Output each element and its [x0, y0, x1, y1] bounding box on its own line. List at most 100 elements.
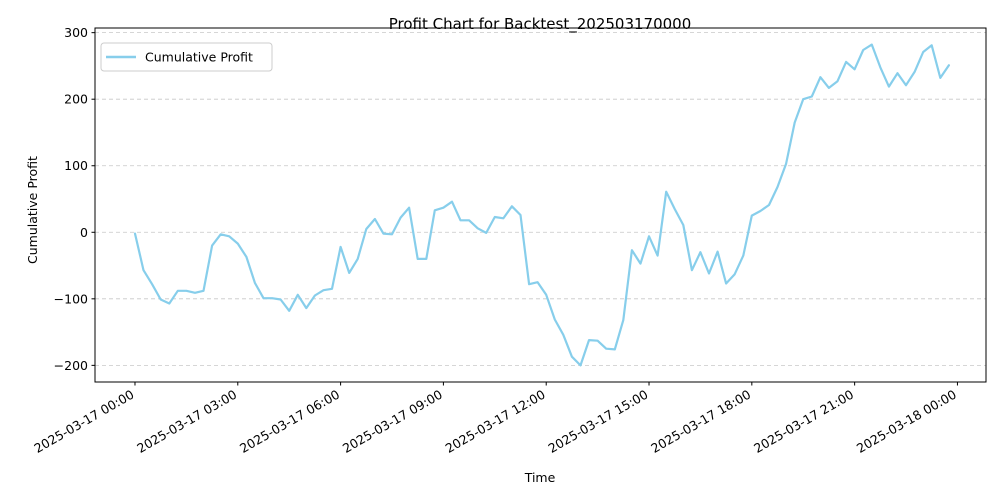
data-point [511, 205, 513, 207]
data-point [151, 283, 153, 285]
data-point [734, 273, 736, 275]
series-line-cumulative-profit [133, 43, 951, 367]
data-point [914, 71, 916, 73]
data-point [811, 96, 813, 98]
data-point [819, 76, 821, 78]
data-point [323, 289, 325, 291]
data-point [220, 233, 222, 235]
data-point [905, 84, 907, 86]
data-point [588, 339, 590, 341]
data-point [922, 51, 924, 53]
data-point [699, 251, 701, 253]
data-point [785, 163, 787, 165]
data-point [751, 215, 753, 217]
legend-box [100, 42, 273, 72]
data-point [879, 66, 881, 68]
data-point [665, 191, 667, 193]
data-point [777, 186, 779, 188]
data-point [297, 294, 299, 296]
data-point [460, 219, 462, 221]
data-point [477, 227, 479, 229]
data-point [554, 319, 556, 321]
data-point [417, 258, 419, 260]
data-point [271, 297, 273, 299]
data-point [502, 217, 504, 219]
data-point [160, 299, 162, 301]
data-point [845, 61, 847, 63]
y-tick-label: 0 [80, 225, 88, 240]
data-point [528, 283, 530, 285]
data-point [571, 356, 573, 358]
data-point [545, 294, 547, 296]
y-axis-label: Cumulative Profit [25, 156, 40, 264]
data-point [802, 98, 804, 100]
data-point [871, 44, 873, 46]
data-point [888, 86, 890, 88]
data-point [485, 232, 487, 234]
data-point [177, 290, 179, 292]
y-tick-label: −100 [54, 291, 88, 306]
data-point [374, 218, 376, 220]
data-point [691, 269, 693, 271]
data-point [708, 273, 710, 275]
legend: Cumulative Profit [100, 42, 273, 72]
y-tick-label: −200 [54, 358, 88, 373]
data-point [948, 64, 950, 66]
data-point [331, 288, 333, 290]
legend-label: Cumulative Profit [145, 50, 253, 65]
data-point [340, 246, 342, 248]
data-point [451, 201, 453, 203]
data-point [211, 245, 213, 247]
y-tick-label: 200 [64, 92, 88, 107]
y-axis: −200 −100 0 100 200 300 [54, 25, 95, 373]
data-point [648, 235, 650, 237]
data-point [682, 224, 684, 226]
x-axis-label: Time [524, 470, 556, 485]
data-point [794, 122, 796, 124]
data-point [348, 272, 350, 274]
data-point [742, 255, 744, 257]
data-point [245, 256, 247, 258]
series-layer [133, 43, 951, 367]
data-point [828, 87, 830, 89]
data-point [862, 49, 864, 51]
data-point [288, 310, 290, 312]
plot-frame [94, 27, 987, 383]
data-point [143, 269, 145, 271]
data-point [605, 348, 607, 350]
data-point [759, 210, 761, 212]
data-point [203, 290, 205, 292]
data-point [597, 340, 599, 342]
data-point [657, 255, 659, 257]
data-point [425, 258, 427, 260]
data-point [622, 319, 624, 321]
data-point [305, 307, 307, 309]
data-point [580, 364, 582, 366]
data-point [168, 303, 170, 305]
data-point [520, 214, 522, 216]
data-point [194, 292, 196, 294]
data-point [939, 77, 941, 79]
data-point [631, 249, 633, 251]
data-point [254, 282, 256, 284]
grid-lines [95, 32, 986, 366]
data-point [365, 228, 367, 230]
data-point [854, 68, 856, 70]
data-point [768, 204, 770, 206]
data-point [408, 207, 410, 209]
chart-title: Profit Chart for Backtest_202503170000 [389, 15, 692, 34]
data-point [717, 251, 719, 253]
data-point [725, 283, 727, 285]
data-point [382, 233, 384, 235]
data-point [494, 216, 496, 218]
data-point [614, 348, 616, 350]
y-tick-label: 300 [64, 25, 88, 40]
y-tick-label: 100 [64, 158, 88, 173]
data-point [391, 233, 393, 235]
data-point [931, 44, 933, 46]
data-point [314, 295, 316, 297]
data-point [468, 219, 470, 221]
data-point [837, 80, 839, 82]
